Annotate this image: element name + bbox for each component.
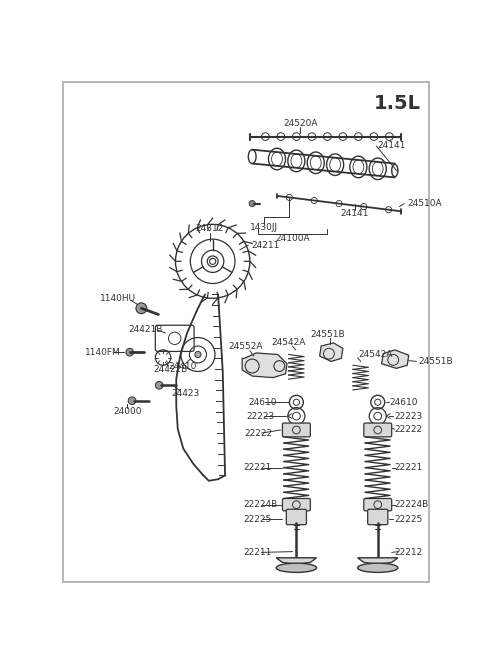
Text: 24100A: 24100A xyxy=(275,234,310,242)
Text: 1.5L: 1.5L xyxy=(373,94,420,113)
Text: 24000: 24000 xyxy=(113,407,142,416)
FancyBboxPatch shape xyxy=(364,499,392,510)
Text: 24422B: 24422B xyxy=(154,365,188,374)
Text: 24610: 24610 xyxy=(389,397,418,407)
Polygon shape xyxy=(276,558,316,568)
Circle shape xyxy=(126,348,133,356)
Ellipse shape xyxy=(276,563,316,572)
FancyBboxPatch shape xyxy=(286,509,306,525)
Polygon shape xyxy=(358,558,398,568)
Text: 24542A: 24542A xyxy=(359,350,393,359)
FancyBboxPatch shape xyxy=(282,423,311,437)
Text: 22223: 22223 xyxy=(246,411,274,420)
Circle shape xyxy=(207,256,218,267)
FancyBboxPatch shape xyxy=(282,499,311,510)
Text: 24312: 24312 xyxy=(195,225,224,233)
Text: 24552A: 24552A xyxy=(229,342,263,351)
Circle shape xyxy=(156,382,163,389)
Polygon shape xyxy=(320,343,343,361)
Circle shape xyxy=(195,351,201,357)
Text: 24510A: 24510A xyxy=(407,199,442,208)
Text: 24211: 24211 xyxy=(252,240,280,250)
Circle shape xyxy=(136,303,147,313)
Polygon shape xyxy=(242,353,287,378)
Text: 22222: 22222 xyxy=(244,428,273,438)
Text: 24421B: 24421B xyxy=(128,325,162,334)
Text: 1140FM: 1140FM xyxy=(85,348,120,357)
FancyBboxPatch shape xyxy=(368,509,388,525)
Text: 22225: 22225 xyxy=(395,515,423,524)
Text: 1430JJ: 1430JJ xyxy=(250,223,278,232)
Text: 24551B: 24551B xyxy=(418,357,453,366)
Text: 22222: 22222 xyxy=(395,426,423,434)
Polygon shape xyxy=(382,350,409,369)
Text: 24410: 24410 xyxy=(168,361,197,371)
Text: 24141: 24141 xyxy=(340,209,369,218)
FancyBboxPatch shape xyxy=(364,423,392,437)
Text: 22212: 22212 xyxy=(395,548,423,557)
Text: 24610: 24610 xyxy=(248,397,277,407)
Text: 22223: 22223 xyxy=(395,411,423,420)
Text: 22221: 22221 xyxy=(244,463,272,472)
Ellipse shape xyxy=(358,563,398,572)
Text: 1140HU: 1140HU xyxy=(100,294,136,303)
Text: 24423: 24423 xyxy=(171,388,200,397)
Circle shape xyxy=(128,397,136,405)
Text: 24542A: 24542A xyxy=(271,338,306,347)
Text: 22224B: 22224B xyxy=(244,500,278,509)
Text: 22224B: 22224B xyxy=(395,500,429,509)
Circle shape xyxy=(249,200,255,207)
Text: 22221: 22221 xyxy=(395,463,423,472)
Text: 22211: 22211 xyxy=(244,548,272,557)
Text: 24520A: 24520A xyxy=(283,119,317,128)
Text: 22225: 22225 xyxy=(244,515,272,524)
Text: 24141: 24141 xyxy=(378,141,406,150)
Text: 24551B: 24551B xyxy=(310,330,345,339)
